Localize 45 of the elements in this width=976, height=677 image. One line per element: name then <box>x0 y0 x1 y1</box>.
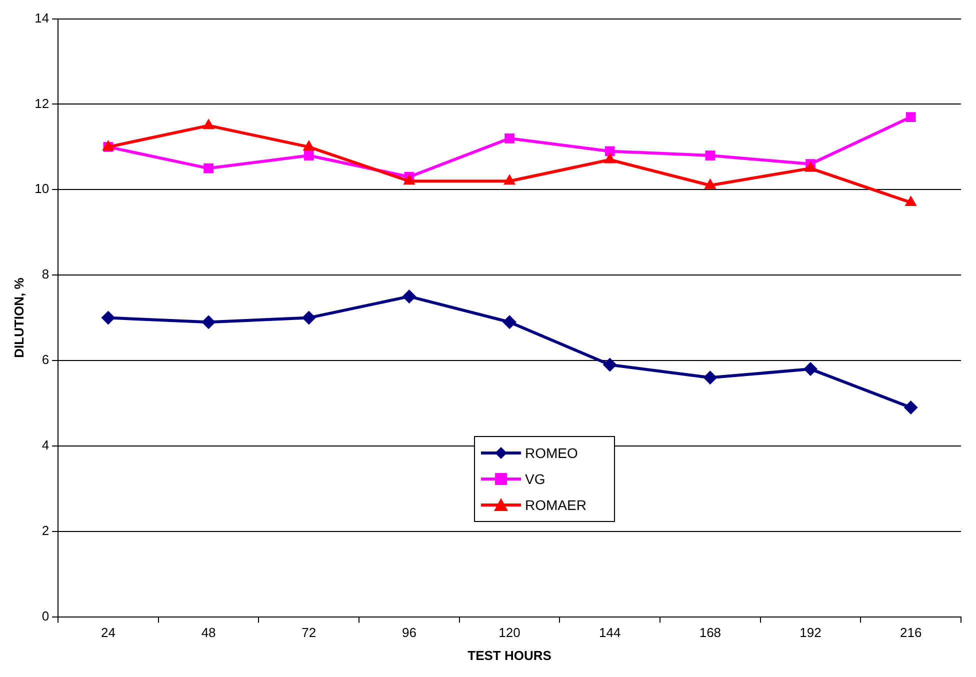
x-tick-label: 216 <box>900 625 922 640</box>
x-tick-label: 72 <box>302 625 316 640</box>
point <box>804 362 818 376</box>
point <box>703 370 718 385</box>
x-axis-title: TEST HOURS <box>468 648 552 663</box>
point <box>604 146 615 156</box>
x-tick-label: 96 <box>402 625 416 640</box>
y-tick-label: 6 <box>42 352 50 368</box>
x-tick-label: 24 <box>100 625 116 640</box>
point <box>602 358 617 372</box>
x-tick-label: 192 <box>800 625 822 640</box>
point <box>604 152 616 164</box>
point <box>202 118 215 130</box>
x-tick-label: 48 <box>201 625 216 640</box>
y-tick-label: 12 <box>34 96 50 111</box>
legend-label: ROMAER <box>525 497 586 513</box>
x-tick-label: 144 <box>599 625 621 640</box>
point <box>704 178 716 189</box>
point <box>101 310 116 325</box>
point <box>502 315 517 330</box>
point <box>202 315 216 330</box>
point <box>906 112 916 122</box>
point <box>904 400 918 414</box>
y-axis-title: DILUTION, % <box>11 277 26 358</box>
x-tick-label: 120 <box>498 625 520 640</box>
legend-label: ROMEO <box>525 445 578 461</box>
y-tick-label: 4 <box>42 438 50 453</box>
point <box>804 161 817 172</box>
point <box>302 140 315 150</box>
point <box>904 195 917 206</box>
y-tick-label: 8 <box>42 266 50 282</box>
point <box>304 150 314 160</box>
point <box>204 163 214 174</box>
y-tick-label: 0 <box>42 608 50 624</box>
point <box>402 289 416 304</box>
point <box>403 174 416 185</box>
y-tick-label: 2 <box>42 522 50 538</box>
point <box>503 174 516 185</box>
point <box>302 310 316 325</box>
legend-label: VG <box>525 471 546 487</box>
point <box>504 133 514 144</box>
point <box>705 150 716 160</box>
y-tick-label: 10 <box>34 181 50 196</box>
x-tick-label: 168 <box>699 625 722 640</box>
y-tick-label: 14 <box>34 10 50 26</box>
